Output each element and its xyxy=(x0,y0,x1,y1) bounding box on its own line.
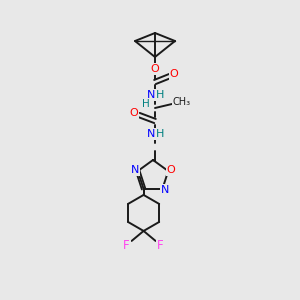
Text: F: F xyxy=(123,239,130,252)
Text: O: O xyxy=(130,108,138,118)
Text: N: N xyxy=(130,165,139,175)
Text: H: H xyxy=(156,90,164,100)
Text: O: O xyxy=(151,64,159,74)
Text: O: O xyxy=(169,69,178,79)
Text: N: N xyxy=(147,129,155,139)
Text: H: H xyxy=(142,99,150,109)
Text: O: O xyxy=(167,165,176,175)
Text: H: H xyxy=(156,129,164,139)
Text: N: N xyxy=(161,185,170,195)
Text: CH₃: CH₃ xyxy=(173,97,191,107)
Text: N: N xyxy=(147,90,155,100)
Text: F: F xyxy=(157,239,164,252)
